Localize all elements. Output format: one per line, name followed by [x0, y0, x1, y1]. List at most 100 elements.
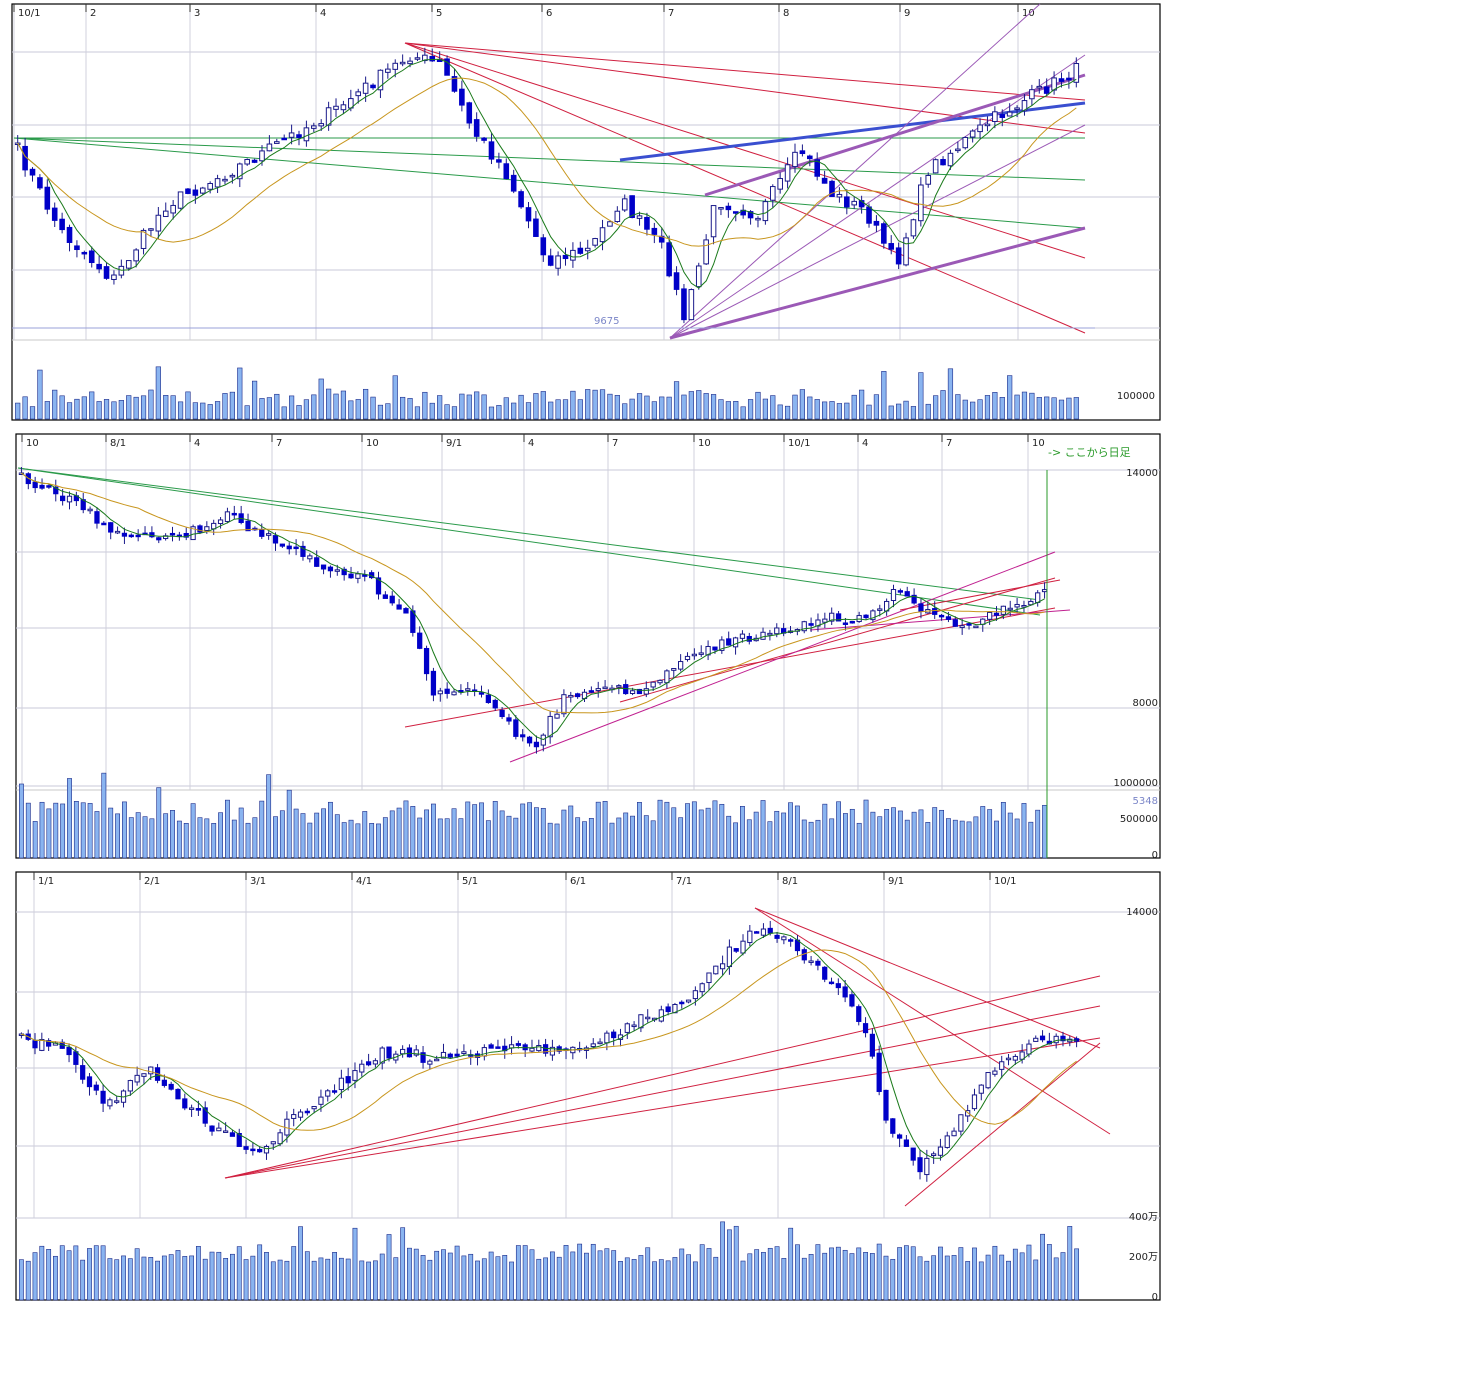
candle-down: [673, 272, 680, 290]
volume-bar: [202, 1258, 208, 1301]
candle-down: [286, 545, 292, 550]
candle-up: [1006, 111, 1013, 117]
volume-bar: [863, 1252, 868, 1301]
candle-down: [39, 484, 45, 489]
volume-bar: [740, 806, 745, 859]
candle-up: [114, 530, 121, 534]
volume-bar: [499, 810, 505, 859]
volume-bar: [747, 1253, 753, 1301]
trend-line: [509, 551, 1056, 763]
candle-down: [808, 623, 814, 626]
volume-bar: [141, 1256, 147, 1301]
volume-bar: [326, 388, 332, 420]
volume-bar: [577, 399, 583, 420]
candle-up: [547, 715, 553, 738]
volume-bar: [645, 1247, 651, 1301]
moving-average-short: [21, 932, 1077, 1159]
candle-down: [533, 218, 539, 237]
volume-bar: [699, 1244, 705, 1301]
volume-bar: [638, 1255, 644, 1301]
volume-bar: [293, 808, 299, 859]
volume-bar: [230, 1253, 235, 1301]
candle-up: [695, 265, 702, 288]
candle-up: [372, 1060, 379, 1065]
x-tick-label: 9/1: [888, 876, 904, 887]
candle-down: [430, 670, 437, 696]
volume-bar: [496, 405, 502, 420]
candle-up: [481, 1047, 487, 1057]
candle-down: [51, 207, 58, 221]
candle-up: [931, 1153, 937, 1157]
volume-bar: [207, 404, 213, 420]
volume-bar: [947, 368, 954, 420]
candle-up: [740, 940, 746, 954]
candle-up: [959, 625, 965, 629]
volume-bar: [599, 389, 606, 420]
candle-down: [66, 226, 73, 243]
candle-up: [719, 963, 726, 970]
candle-down: [495, 1046, 501, 1049]
candle-up: [836, 193, 843, 198]
volume-bar: [195, 1246, 201, 1301]
volume-bar: [183, 823, 189, 859]
candle-up: [918, 184, 924, 222]
volume-bar: [866, 404, 872, 420]
x-tick-label: 4: [194, 438, 200, 449]
candle-down: [844, 196, 850, 208]
candle-up: [318, 123, 325, 127]
volume-bar: [80, 802, 86, 859]
volume-bar: [992, 392, 998, 420]
volume-bar: [658, 1259, 664, 1301]
candle-up: [355, 91, 362, 97]
volume-bar: [96, 401, 102, 420]
volume-bar: [733, 401, 739, 420]
volume-bar: [629, 398, 635, 420]
candle-down: [444, 688, 450, 694]
candle-up: [465, 688, 471, 691]
volume-bar: [973, 816, 979, 859]
candle-up: [664, 670, 670, 684]
volume-bar: [609, 822, 615, 859]
volume-bar: [135, 812, 141, 859]
volume-bar: [466, 394, 472, 420]
candle-up: [451, 691, 457, 696]
volume-bar: [176, 820, 182, 859]
volume-bar: [451, 808, 457, 859]
candle-up: [1021, 605, 1027, 608]
candle-down: [821, 177, 828, 184]
volume-bar: [266, 774, 272, 859]
volume-bar: [856, 1247, 862, 1301]
candle-up: [392, 62, 399, 70]
volume-bar: [465, 801, 471, 859]
volume-bar: [372, 1260, 378, 1301]
volume-bar: [618, 1261, 623, 1301]
candle-down: [345, 1076, 351, 1084]
volume-bar: [108, 807, 114, 859]
volume-bar: [177, 401, 184, 420]
volume-bar: [458, 818, 464, 859]
volume-bar: [630, 815, 635, 859]
candle-up: [177, 191, 184, 209]
candle-up: [987, 611, 993, 620]
candle-up: [1073, 63, 1080, 83]
volume-bar: [393, 1257, 399, 1301]
candle-up: [440, 1051, 447, 1059]
candle-down: [588, 690, 594, 693]
candle-down: [520, 734, 526, 738]
volume-bar: [527, 802, 532, 859]
volume-bar: [382, 817, 388, 859]
candle-down: [488, 1044, 494, 1049]
volume-bar: [876, 1243, 882, 1301]
volume-bar: [801, 1257, 807, 1301]
candle-up: [973, 625, 979, 629]
volume-bar: [274, 393, 280, 420]
volume-axis-label: 500000: [1120, 814, 1158, 825]
volume-bar: [584, 1252, 589, 1301]
candle-up: [937, 1146, 944, 1156]
volume-bar: [624, 1257, 630, 1301]
candle-up: [422, 54, 428, 62]
volume-bar: [15, 402, 21, 420]
chart-annotation: 9675: [594, 316, 619, 327]
volume-bar: [214, 401, 221, 420]
candle-down: [822, 966, 828, 980]
